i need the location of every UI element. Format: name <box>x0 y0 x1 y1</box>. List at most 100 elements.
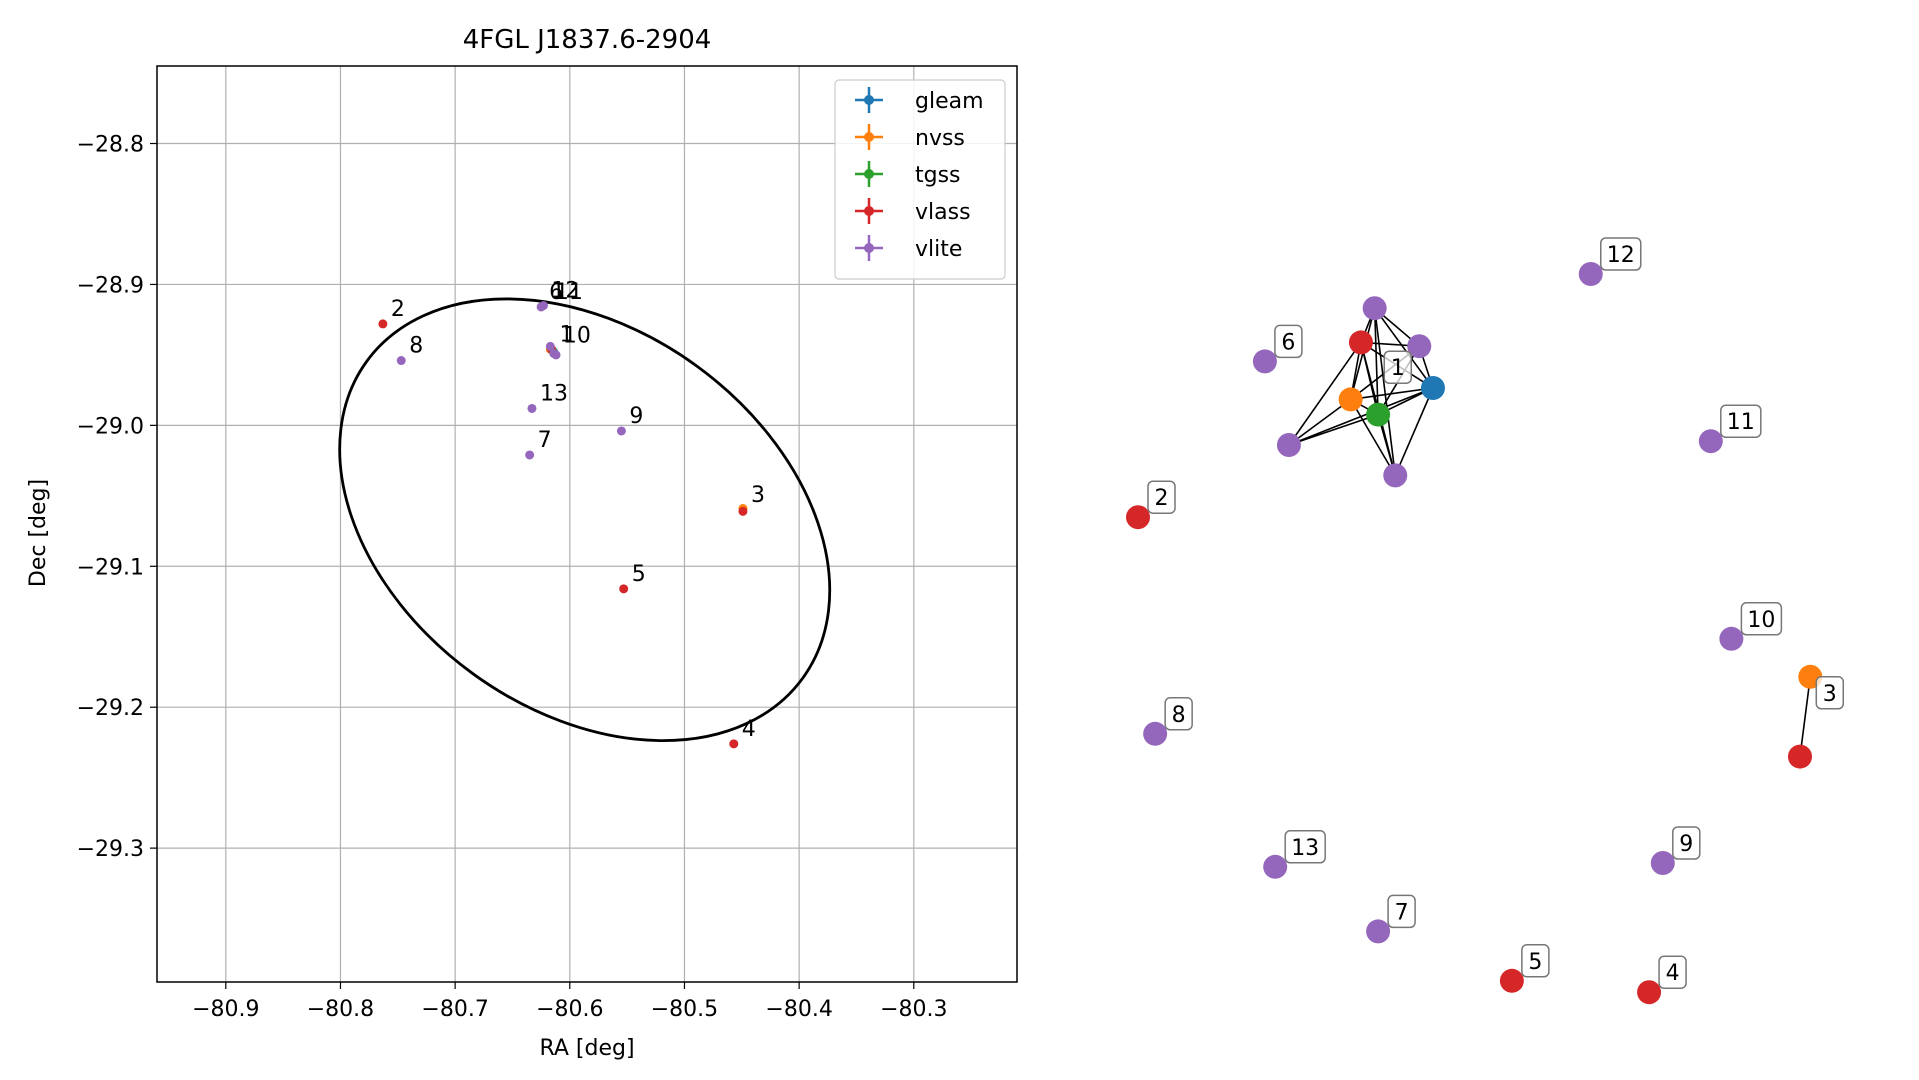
point-label: 7 <box>538 428 552 453</box>
localization-ellipse-layer <box>338 297 832 743</box>
legend-entry-vlite: vlite <box>855 235 962 262</box>
graph-node-label: 7 <box>1387 894 1416 929</box>
graph-node-vlite <box>1366 919 1391 944</box>
graph-node-label: 13 <box>1284 830 1326 864</box>
legend-label: vlite <box>915 237 962 262</box>
point-label: 2 <box>391 297 405 322</box>
label-box <box>1740 602 1783 636</box>
y-tick-label: −29.0 <box>77 414 144 439</box>
legend-label: vlass <box>915 200 971 225</box>
graph-node-label: 6 <box>1274 324 1303 359</box>
graph-node-label: 12 <box>1600 237 1642 271</box>
label-text: 10 <box>1747 608 1775 633</box>
legend-entry-vlass: vlass <box>855 198 971 225</box>
graph-nodes <box>1126 262 1823 1005</box>
graph-node-vlass <box>1499 968 1524 993</box>
graph-node-label: 5 <box>1521 944 1550 978</box>
y-tick-label: −29.2 <box>77 696 144 721</box>
graph-node-vlite <box>1276 433 1301 457</box>
graph-node-tgss <box>1366 402 1391 427</box>
localization-ellipse <box>338 297 832 743</box>
label-box <box>1815 676 1845 710</box>
graph-node-label: 3 <box>1815 676 1845 710</box>
graph-node-vlass <box>1348 330 1373 355</box>
graph-node-vlite <box>1698 429 1723 454</box>
graph-node-nvss <box>1338 387 1363 412</box>
vlite-point <box>396 356 406 366</box>
graph-node-label: 4 <box>1658 955 1687 989</box>
label-box <box>1284 830 1326 864</box>
legend-label: gleam <box>915 89 984 114</box>
chart-title: 4FGL J1837.6-2904 <box>463 25 712 55</box>
graph-node-vlite <box>1383 463 1408 488</box>
graph-node-label: 9 <box>1672 826 1701 860</box>
graph-node-gleam <box>1420 376 1445 400</box>
label-box <box>1521 944 1550 978</box>
label-text: 11 <box>1727 410 1755 435</box>
x-axis-title: RA [deg] <box>539 1036 634 1061</box>
graph-edge <box>1349 398 1396 476</box>
vlass-point <box>619 584 629 594</box>
label-text: 9 <box>1679 832 1693 857</box>
plot-frame <box>156 65 1018 983</box>
graph-edge <box>1350 387 1434 401</box>
vlass-point <box>378 319 388 329</box>
point-label: 9 <box>629 404 643 429</box>
graph-node-vlite <box>1719 626 1744 651</box>
y-tick-label: −29.1 <box>77 555 144 580</box>
legend-marker <box>864 206 874 216</box>
graph-node-label: 8 <box>1164 697 1193 731</box>
vlass-point <box>738 506 748 516</box>
label-text: 12 <box>1607 243 1635 268</box>
label-text: 4 <box>1666 961 1680 986</box>
point-label: 8 <box>409 334 423 359</box>
vlite-point <box>527 403 537 413</box>
label-text: 13 <box>1291 836 1319 861</box>
graph-node-label: 1 <box>1383 350 1413 384</box>
grid-lines <box>157 66 1017 982</box>
label-box <box>1387 894 1416 929</box>
label-box <box>1383 350 1413 384</box>
graph-edge <box>1394 387 1434 476</box>
graph-edge <box>1799 676 1812 757</box>
x-tick-label: −80.3 <box>880 997 947 1022</box>
y-axis-title: Dec [deg] <box>26 479 51 587</box>
label-box <box>1672 826 1701 860</box>
graph-edge <box>1288 413 1379 446</box>
label-box <box>1147 480 1176 514</box>
x-tick-label: −80.9 <box>192 997 259 1022</box>
graph-node-vlite <box>1362 296 1387 321</box>
x-axis-ticks: −80.9 −80.8 −80.7 −80.6 −80.5 −80.4 −80.3 <box>192 982 948 1022</box>
graph-edges <box>1288 307 1812 757</box>
point-label: 10 <box>563 324 591 349</box>
legend-entry-gleam: gleam <box>855 87 984 114</box>
y-axis-ticks: −28.8 −28.9 −29.0 −29.1 −29.2 −29.3 <box>77 133 157 862</box>
label-box <box>1720 404 1762 438</box>
vlite-point <box>551 350 561 360</box>
x-tick-label: −80.5 <box>651 997 718 1022</box>
vlite-point <box>525 450 535 460</box>
graph-edge <box>1288 341 1362 446</box>
graph-node-vlite <box>1263 854 1288 879</box>
y-tick-label: −29.3 <box>77 837 144 862</box>
x-tick-label: −80.8 <box>307 997 374 1022</box>
legend-marker <box>864 243 874 253</box>
label-text: 2 <box>1155 486 1169 511</box>
point-label: 13 <box>540 381 568 406</box>
vlite-point <box>545 341 555 351</box>
graph-edge <box>1373 308 1397 476</box>
point-label: 5 <box>632 562 646 587</box>
data-points <box>378 301 748 749</box>
graph-node-vlass <box>1787 744 1812 769</box>
point-label: 6 <box>549 280 563 305</box>
x-tick-label: −80.6 <box>536 997 603 1022</box>
label-text: 5 <box>1528 950 1542 975</box>
graph-node-vlite <box>1407 334 1432 359</box>
y-tick-label: −28.9 <box>77 273 144 298</box>
point-label: 4 <box>742 717 756 742</box>
legend: gleam nvss tgss vlass vlite <box>834 79 1006 280</box>
